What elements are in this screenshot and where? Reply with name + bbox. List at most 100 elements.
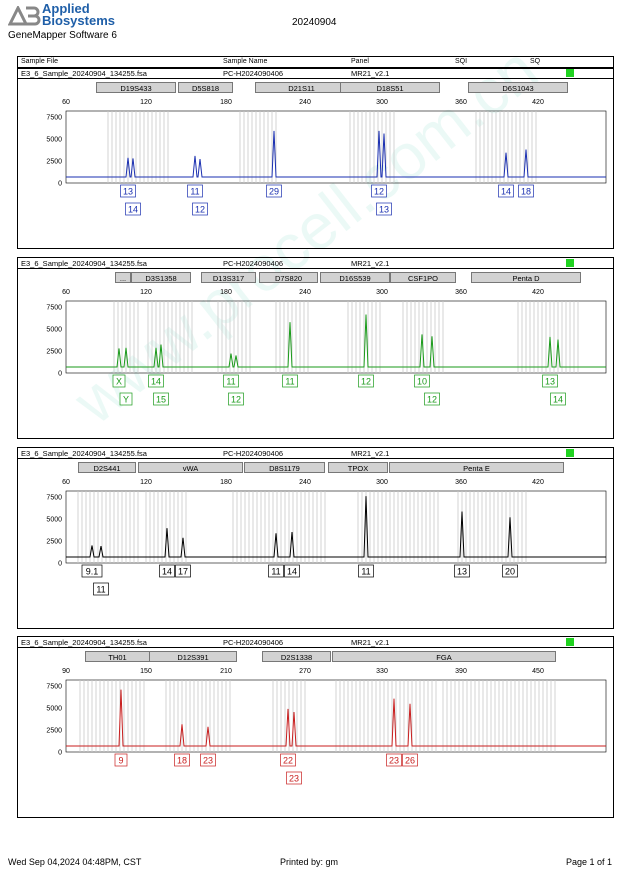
signal-trace <box>66 496 606 558</box>
col-sample-name: Sample Name <box>223 58 268 65</box>
allele-label: 22 <box>283 756 293 766</box>
x-tick-label: 420 <box>532 479 544 486</box>
marker-d2s1338[interactable]: D2S1338 <box>262 651 331 662</box>
marker-d5s818[interactable]: D5S818 <box>178 82 233 93</box>
plot-frame <box>65 490 607 564</box>
x-tick-label: 360 <box>455 479 467 486</box>
y-tick-label: 7500 <box>46 495 62 502</box>
allele-label-box <box>286 771 302 785</box>
allele-label: 12 <box>361 377 371 387</box>
allele-label: 14 <box>151 377 161 387</box>
page-number: Page 1 of 1 <box>566 857 613 867</box>
sample-panel: MR21_v2.1 <box>351 69 390 78</box>
allele-label-box <box>498 184 514 198</box>
allele-label: 23 <box>203 756 213 766</box>
allele-label-box <box>268 564 284 578</box>
x-tick-label: 240 <box>299 99 311 106</box>
sample-panel: MR21_v2.1 <box>351 638 390 647</box>
x-tick-label: 420 <box>532 99 544 106</box>
report-date: 20240904 <box>292 17 337 28</box>
column-header-row: Sample File Sample Name Panel SQI SQ <box>17 56 614 69</box>
marker-d19s433[interactable]: D19S433 <box>96 82 176 93</box>
allele-label: 12 <box>427 395 437 405</box>
y-tick-label: 2500 <box>46 159 62 166</box>
col-panel: Panel <box>351 58 369 65</box>
allele-label: 11 <box>361 567 370 577</box>
marker--[interactable]: ... <box>115 272 131 283</box>
marker-d2s441[interactable]: D2S441 <box>78 462 136 473</box>
electropherogram-plot: 60 120 180 240 300 360 420 7500 5000 2500 0 X 14 11 11… <box>46 289 607 406</box>
allele-label-box <box>284 564 300 578</box>
marker-d6s1043[interactable]: D6S1043 <box>468 82 568 93</box>
sq-status-indicator <box>566 259 574 267</box>
allele-label-box <box>174 753 190 767</box>
x-tick-label: 150 <box>140 668 152 675</box>
plot-frame <box>65 110 607 184</box>
marker-d13s317[interactable]: D13S317 <box>201 272 256 283</box>
sample-file: E3_6_Sample_20240904_134255.fsa <box>21 259 147 268</box>
allele-label: 14 <box>287 567 297 577</box>
allele-label: 12 <box>374 187 384 197</box>
x-tick-label: 240 <box>299 289 311 296</box>
applied-biosystems-logo-icon <box>8 6 41 26</box>
allele-label-box <box>223 374 239 388</box>
allele-label-box <box>502 564 518 578</box>
x-tick-label: 60 <box>62 479 70 486</box>
allele-label: 18 <box>177 756 187 766</box>
allele-label: 23 <box>389 756 399 766</box>
marker-tpox[interactable]: TPOX <box>328 462 388 473</box>
allele-label: 18 <box>521 187 531 197</box>
allele-label-box <box>112 374 126 388</box>
marker-csf1po[interactable]: CSF1PO <box>390 272 456 283</box>
signal-trace <box>66 130 606 178</box>
marker-fga[interactable]: FGA <box>332 651 556 662</box>
sample-name: PC-H2024090406 <box>223 449 284 458</box>
x-tick-label: 180 <box>220 479 232 486</box>
allele-label-box <box>93 582 109 596</box>
sample-info-row: E3_6_Sample_20240904_134255.fsa PC-H20240… <box>18 68 613 79</box>
allele-label-box <box>228 392 244 406</box>
x-tick-label: 180 <box>220 99 232 106</box>
panel-2: E3_6_Sample_20240904_134255.fsa PC-H20240… <box>17 257 614 439</box>
x-tick-label: 300 <box>376 289 388 296</box>
allele-label-box <box>424 392 440 406</box>
allele-label-box <box>187 184 203 198</box>
y-tick-label: 0 <box>58 371 62 378</box>
plot-frame <box>65 300 607 374</box>
x-tick-label: 120 <box>140 99 152 106</box>
marker-penta-d[interactable]: Penta D <box>471 272 581 283</box>
y-tick-label: 7500 <box>46 115 62 122</box>
marker-penta-e[interactable]: Penta E <box>389 462 564 473</box>
marker-d3s1358[interactable]: D3S1358 <box>131 272 191 283</box>
sample-info-row: E3_6_Sample_20240904_134255.fsa PC-H20240… <box>18 258 613 269</box>
marker-d12s391[interactable]: D12S391 <box>149 651 237 662</box>
allele-label-box <box>114 753 128 767</box>
marker-d18s51[interactable]: D18S51 <box>340 82 440 93</box>
x-tick-label: 360 <box>455 289 467 296</box>
y-tick-label: 7500 <box>46 684 62 691</box>
sample-name: PC-H2024090406 <box>223 69 284 78</box>
print-timestamp: Wed Sep 04,2024 04:48PM, CST <box>8 857 142 867</box>
allele-label-box <box>518 184 534 198</box>
marker-vwa[interactable]: vWA <box>138 462 243 473</box>
marker-th01[interactable]: TH01 <box>85 651 150 662</box>
allele-label: 13 <box>379 205 389 215</box>
y-tick-label: 2500 <box>46 728 62 735</box>
marker-d8s1179[interactable]: D8S1179 <box>244 462 325 473</box>
allele-label: 14 <box>501 187 511 197</box>
x-tick-label: 300 <box>376 99 388 106</box>
sample-file: E3_6_Sample_20240904_134255.fsa <box>21 69 147 78</box>
y-tick-label: 2500 <box>46 539 62 546</box>
marker-d21s11[interactable]: D21S11 <box>255 82 348 93</box>
x-tick-label: 120 <box>140 289 152 296</box>
signal-trace <box>66 689 606 747</box>
allele-label-box <box>200 753 216 767</box>
allele-label: 11 <box>96 585 105 595</box>
sq-status-indicator <box>566 69 574 77</box>
allele-label: 29 <box>269 187 279 197</box>
sample-file: E3_6_Sample_20240904_134255.fsa <box>21 638 147 647</box>
x-tick-label: 270 <box>299 668 311 675</box>
marker-d16s539[interactable]: D16S539 <box>320 272 390 283</box>
allele-label: 13 <box>123 187 133 197</box>
marker-d7s820[interactable]: D7S820 <box>259 272 318 283</box>
